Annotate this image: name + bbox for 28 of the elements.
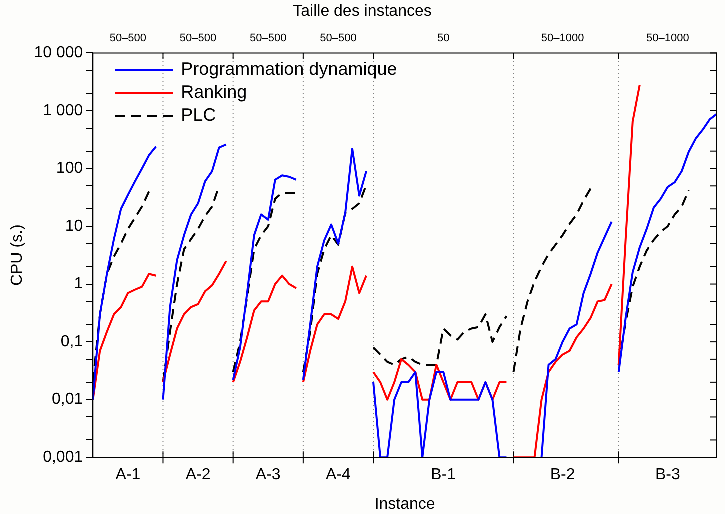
text: 50–1000 [646,32,690,45]
y-axis-title: CPU (s.) [9,224,26,286]
text: 50–500 [320,32,357,45]
legend-label: Programmation dynamique [181,59,398,80]
x-tick-label: A-3 [256,466,281,484]
y-tick-label: 100 [56,160,84,178]
x-tick-label: A-1 [116,466,141,484]
y-tick-label: 1 [74,276,84,293]
x-tick-label: A-4 [326,466,352,484]
y-tick-label: 10 [65,218,84,235]
text: 50–500 [110,32,147,45]
y-tick-label: 1 000 [43,102,84,120]
legend-label: Ranking [181,82,248,102]
x-tick-label: A-2 [186,466,211,484]
x-axis-title: Instance [374,496,436,513]
y-tick-label: 10 000 [34,44,84,62]
x-tick-label: B-1 [431,466,456,484]
chart-title: Taille des instances [293,3,432,20]
x-tick-label: B-2 [550,466,576,484]
text: 50 [437,32,450,45]
legend-label: PLC [181,105,216,126]
x-tick-label: B-3 [655,466,680,484]
y-tick-label: 0,001 [43,449,84,466]
text: 50–500 [180,32,217,45]
y-tick-label: 0,01 [52,391,84,408]
text: 50–500 [250,32,287,45]
text: 50–1000 [541,32,584,45]
y-tick-label: 0,1 [60,333,84,350]
